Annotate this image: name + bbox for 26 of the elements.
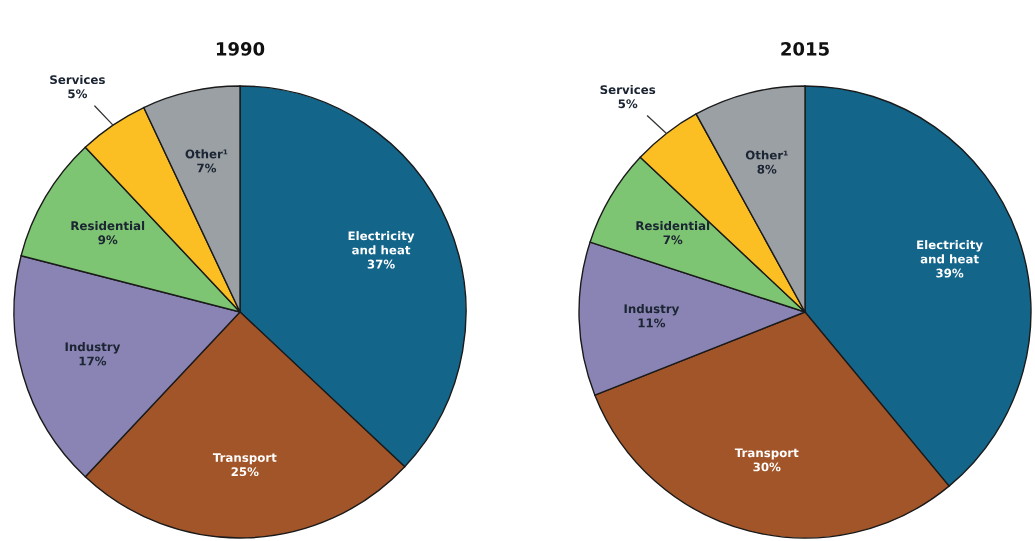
data-label: 9%: [98, 235, 118, 245]
data-label: 7%: [197, 163, 217, 173]
data-label: 17%: [79, 356, 107, 366]
data-label: 25%: [231, 467, 259, 477]
slice-label: Electricity and heat: [917, 240, 983, 264]
slice-label: Other¹: [185, 149, 228, 159]
slice-label: Services: [50, 74, 105, 85]
data-label: 30%: [753, 462, 781, 472]
chart-title: 2015: [781, 42, 829, 56]
slice-label: Industry: [65, 342, 121, 354]
slice-label: Transport: [212, 453, 277, 465]
slice-label: Transport: [734, 448, 799, 460]
chart-title: 1990: [216, 42, 265, 56]
slice-label: Services: [600, 84, 656, 95]
data-label: 7%: [663, 235, 683, 245]
slice-label: Residential: [636, 221, 710, 231]
slice-label: Residential: [71, 221, 145, 231]
slice-label: Electricity and heat: [348, 231, 415, 255]
data-label: 39%: [936, 268, 964, 278]
slice-label: Industry: [624, 304, 680, 316]
data-label: 11%: [638, 318, 666, 328]
data-label: 8%: [757, 164, 777, 174]
data-label: 5%: [68, 89, 88, 99]
data-label: 37%: [367, 259, 395, 269]
data-label: 5%: [618, 99, 638, 109]
slice-label: Other¹: [745, 150, 788, 160]
